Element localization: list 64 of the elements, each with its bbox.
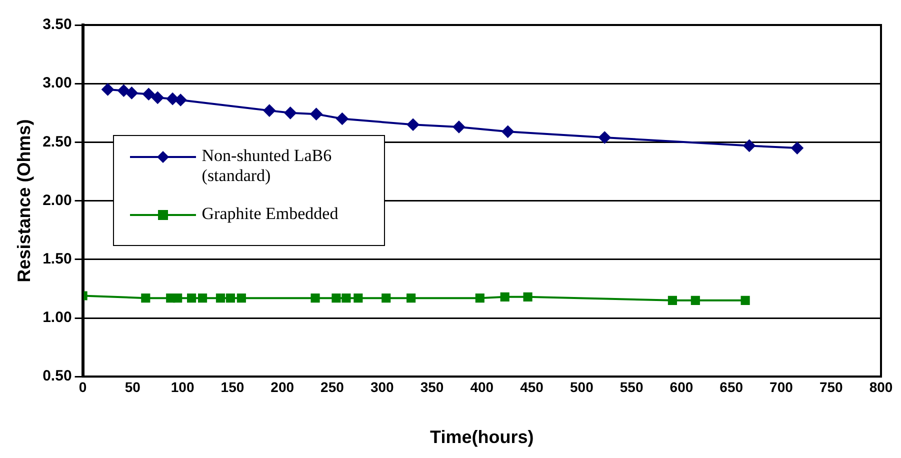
point [598, 132, 611, 144]
x-tick-label: 750 [819, 378, 844, 395]
point [226, 294, 235, 303]
legend-label: Graphite Embedded [202, 204, 340, 224]
y-tick-label: 2.50 [42, 133, 72, 150]
point [743, 140, 756, 152]
point [452, 120, 465, 133]
x-tick-label: 800 [869, 378, 893, 395]
point [310, 294, 320, 303]
point [216, 294, 226, 303]
point [126, 86, 138, 99]
x-tick-label: 250 [320, 378, 344, 395]
point [406, 294, 416, 303]
y-tick-label: 1.50 [42, 250, 72, 268]
y-tick-label: 1.00 [42, 309, 72, 326]
x-tick-label: 300 [370, 378, 394, 395]
y-tick-label: 0.50 [42, 368, 72, 385]
point [475, 294, 484, 303]
point [284, 106, 296, 119]
point [102, 83, 114, 96]
point [791, 142, 804, 154]
point [198, 294, 208, 303]
y-axis-title: Resistance (Ohms) [14, 119, 34, 282]
point [332, 294, 341, 303]
y-tick-label: 3.00 [42, 74, 72, 92]
point [174, 94, 187, 106]
point [263, 104, 276, 117]
point [690, 296, 700, 305]
point [310, 108, 322, 120]
point [118, 84, 130, 97]
point [407, 118, 420, 131]
x-tick-label: 450 [520, 378, 544, 395]
point [500, 292, 510, 302]
point [740, 296, 750, 305]
point [668, 296, 678, 305]
point [141, 294, 150, 303]
x-tick-label: 350 [420, 378, 444, 395]
point [342, 294, 351, 303]
legend-label: Non-shunted LaB6 (standard) [202, 146, 333, 186]
point [166, 92, 179, 105]
x-axis-title: Time(hours) [430, 427, 534, 448]
x-tick-label: 500 [570, 378, 594, 395]
point [236, 294, 246, 303]
point [142, 88, 155, 100]
point [523, 292, 532, 302]
point [152, 92, 164, 104]
point [502, 126, 514, 138]
point [382, 294, 391, 303]
point [187, 294, 196, 303]
point [354, 294, 363, 303]
x-tick-label: 650 [720, 378, 744, 395]
x-tick-label: 0 [78, 378, 87, 395]
x-tick-label: 50 [124, 378, 141, 395]
y-tick-label: 3.50 [42, 16, 72, 34]
x-tick-label: 600 [670, 378, 694, 395]
x-tick-label: 700 [770, 378, 794, 395]
x-tick-label: 150 [220, 378, 244, 395]
x-tick-label: 550 [620, 378, 644, 395]
point [336, 112, 348, 125]
y-tick-label: 2.00 [42, 192, 72, 209]
x-tick-label: 100 [170, 378, 194, 395]
x-tick-label: 400 [470, 378, 494, 395]
point [173, 294, 182, 303]
x-tick-label: 200 [270, 378, 294, 395]
